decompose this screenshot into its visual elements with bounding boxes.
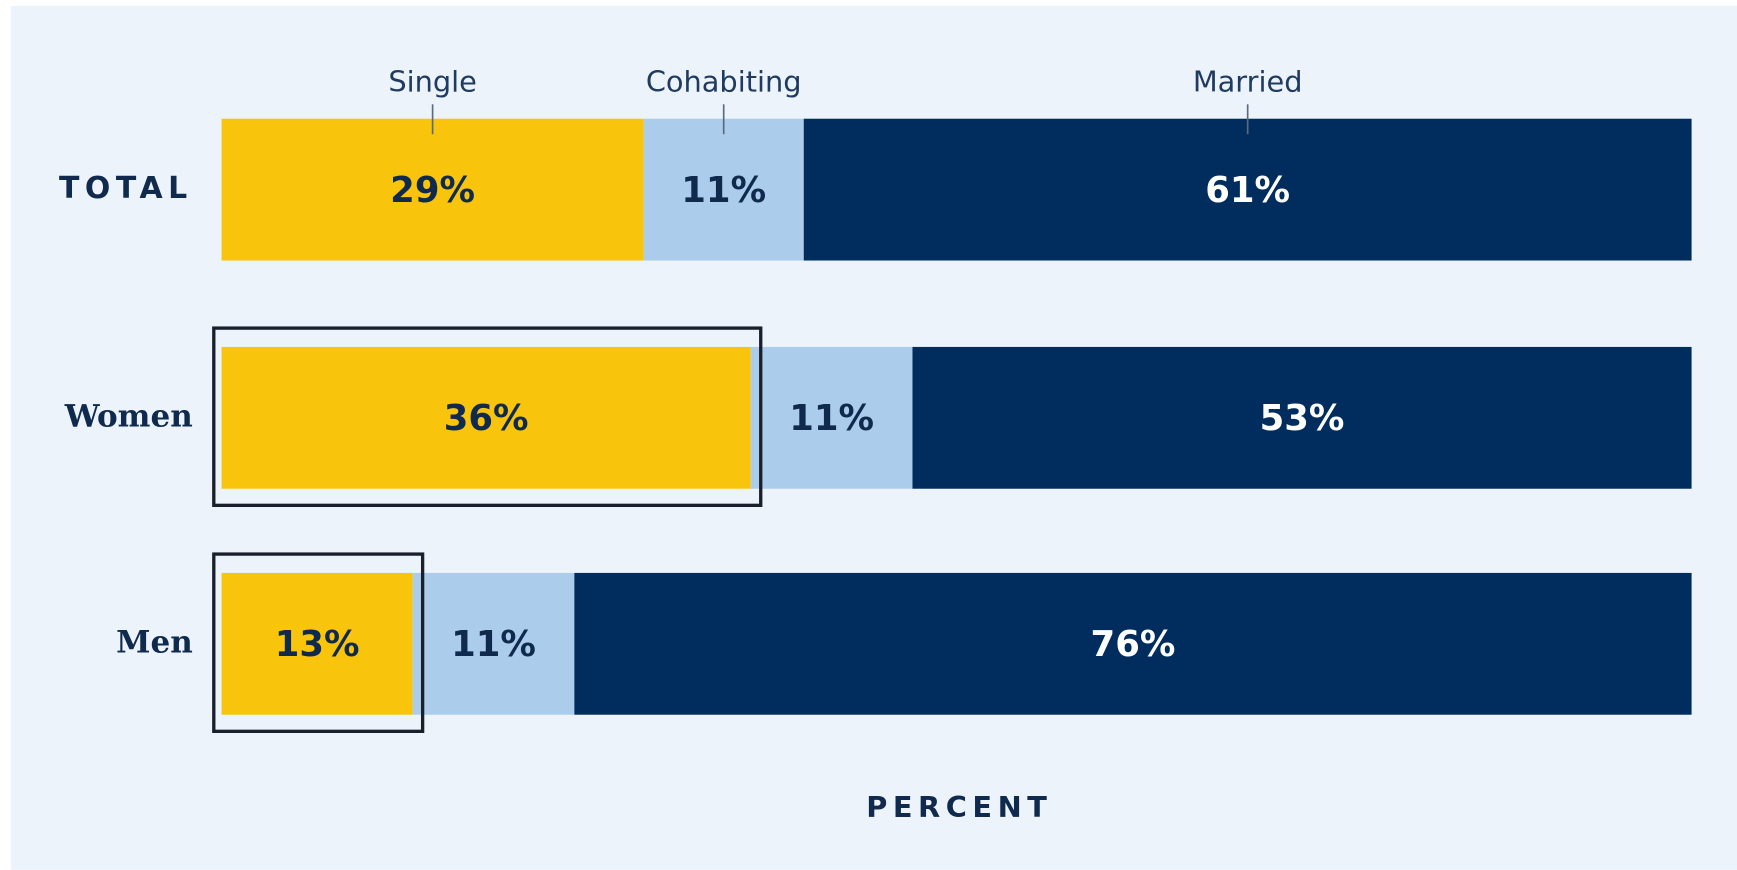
bar-segment [574, 572, 1692, 715]
bar-segment [912, 346, 1692, 489]
bar-segment [803, 118, 1692, 261]
bar-segment [221, 346, 751, 489]
highlight-box [212, 326, 763, 508]
value-label: 36% [444, 398, 529, 439]
value-label: 11% [451, 624, 536, 665]
value-label: 11% [681, 170, 766, 211]
highlight-box [212, 552, 425, 733]
bar-segment [412, 572, 575, 715]
bar-segment [750, 346, 913, 489]
bar-segment [221, 118, 644, 261]
value-label: 53% [1260, 398, 1345, 439]
x-axis-label: PERCENT [866, 790, 1052, 824]
legend-label: Single [388, 64, 477, 98]
legend-label: Married [1193, 64, 1303, 98]
value-label: 11% [789, 398, 874, 439]
category-label: Men [116, 624, 193, 660]
value-label: 76% [1091, 624, 1176, 665]
category-label: TOTAL [59, 171, 193, 206]
bar-segment [643, 118, 804, 261]
legend-label: Cohabiting [646, 64, 802, 98]
value-label: 13% [275, 624, 360, 665]
bar-segment [221, 572, 413, 715]
value-label: 29% [390, 170, 475, 211]
value-label: 61% [1205, 170, 1290, 211]
category-label: Women [64, 398, 193, 434]
